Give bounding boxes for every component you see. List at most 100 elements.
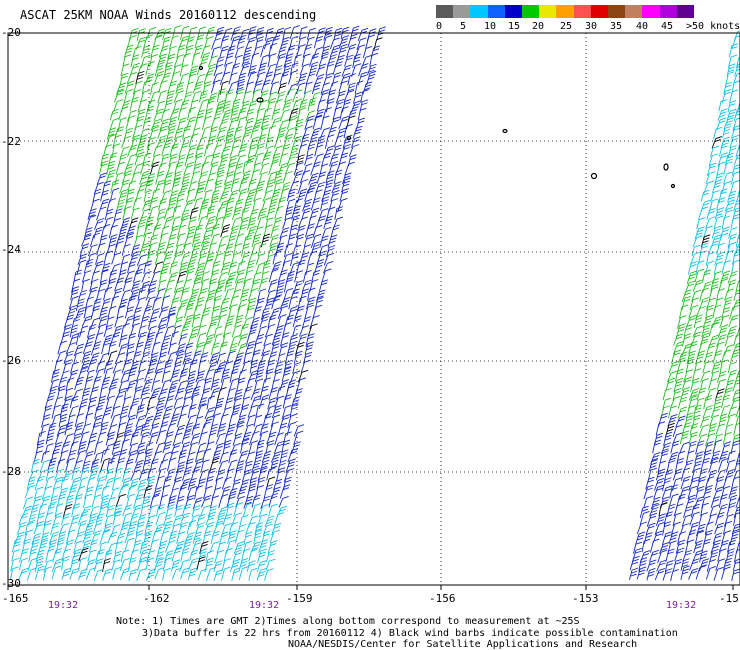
wind-barb: [143, 223, 154, 238]
wind-barb: [276, 385, 286, 401]
wind-barb: [211, 412, 221, 428]
wind-barb: [696, 217, 706, 230]
wind-barb: [341, 177, 351, 193]
wind-barb: [171, 567, 183, 580]
wind-barb: [146, 137, 156, 149]
wind-barb: [228, 449, 238, 464]
wind-barb: [44, 395, 55, 409]
wind-barb: [59, 403, 69, 418]
wind-barb: [10, 566, 19, 580]
wind-barb: [347, 73, 357, 86]
wind-barb: [731, 80, 740, 95]
wind-barb: [716, 242, 726, 256]
wind-barb: [193, 458, 204, 473]
wind-barb: [726, 413, 736, 427]
wind-barb: [63, 314, 75, 329]
wind-barb: [279, 379, 290, 392]
wind-barb: [155, 551, 165, 563]
islands: [198, 65, 676, 189]
wind-barb: [257, 243, 267, 257]
wind-barb: [654, 521, 666, 535]
wind-barb: [302, 125, 313, 140]
wind-barb: [663, 431, 673, 446]
wind-barb: [259, 90, 269, 103]
wind-barb: [144, 442, 154, 454]
wind-barb: [341, 98, 352, 113]
wind-barb: [134, 377, 144, 391]
wind-barb: [209, 197, 219, 212]
wind-barb: [139, 89, 150, 103]
wind-barb: [156, 241, 167, 257]
wind-barb: [705, 216, 716, 229]
wind-barb: [721, 530, 732, 544]
wind-barb: [173, 90, 185, 104]
wind-barb: [284, 243, 293, 258]
wind-barb: [296, 225, 306, 238]
wind-barb: [107, 531, 118, 544]
wind-barb: [245, 36, 256, 49]
wind-barb: [731, 259, 740, 274]
wind-barb: [127, 109, 137, 122]
wind-barb: [710, 405, 721, 419]
wind-barb: [727, 539, 736, 553]
wind-barb: [233, 468, 243, 482]
wind-barb: [652, 530, 664, 544]
wind-barb: [164, 395, 175, 409]
wind-barb: [705, 260, 715, 275]
wind-barb: [240, 251, 251, 266]
wind-barb: [681, 514, 692, 527]
wind-barb: [169, 143, 179, 158]
wind-barb: [255, 439, 265, 455]
wind-barb: [216, 126, 227, 140]
wind-barb: [90, 198, 100, 211]
wind-barb: [261, 377, 271, 391]
wind-barb: [322, 261, 334, 274]
wind-barb: [106, 386, 117, 400]
wind-barb: [220, 224, 231, 238]
wind-barb: [256, 215, 267, 229]
wind-barb: [723, 117, 734, 130]
wind-barb: [300, 133, 310, 148]
wind-barb: [160, 108, 170, 123]
wind-barb: [716, 288, 725, 302]
wind-barb: [247, 252, 258, 265]
wind-barb: [141, 44, 151, 58]
wind-barb: [271, 295, 281, 310]
wind-barb: [316, 99, 326, 112]
wind-barb: [83, 522, 95, 536]
wind-barb: [164, 540, 176, 553]
wind-barb: [107, 305, 117, 320]
wind-barb: [259, 459, 270, 472]
wind-barb: [102, 406, 113, 419]
wind-barb: [287, 413, 298, 429]
wind-barb: [192, 163, 202, 175]
wind-barb: [244, 340, 256, 355]
wind-barb: [679, 430, 690, 445]
wind-barb: [265, 476, 276, 490]
wind-barb: [322, 35, 333, 49]
wind-barb: [205, 566, 217, 582]
wind-barb: [123, 423, 134, 437]
wind-barb: [240, 431, 252, 446]
wind-barb: [240, 170, 252, 184]
note-line: 3)Data buffer is 22 hrs from 20160112 4)…: [142, 628, 678, 639]
wind-barb: [714, 207, 725, 220]
wind-barb: [701, 538, 711, 553]
wind-barb: [663, 511, 673, 526]
wind-barb: [709, 504, 720, 518]
wind-barb: [706, 387, 717, 401]
wind-barb: [85, 334, 96, 347]
wind-barb: [130, 244, 141, 257]
wind-barb: [252, 197, 262, 211]
wind-barb: [260, 233, 271, 248]
wind-barb: [703, 440, 714, 455]
wind-barb: [292, 324, 302, 337]
wind-barb: [347, 109, 357, 122]
wind-barb: [333, 27, 343, 41]
wind-barb: [285, 270, 295, 284]
wind-barb: [672, 558, 682, 572]
wind-barb: [330, 224, 340, 238]
wind-barb: [707, 469, 717, 482]
wind-barb: [196, 61, 207, 76]
